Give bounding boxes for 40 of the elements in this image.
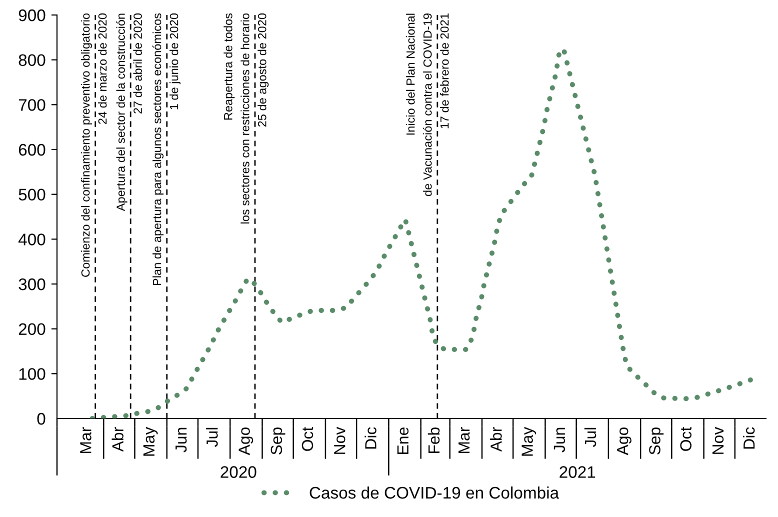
x-tick-label: Ene: [397, 428, 409, 454]
y-tick-label: 700: [18, 99, 46, 111]
ref-line-label: Comienzo del confinamiento preventivo obligatorio 24 de marzo de 2020: [81, 13, 107, 277]
x-tick-label: Mar: [458, 427, 470, 454]
x-tick-label: Feb: [428, 428, 440, 454]
y-tick-label: 600: [18, 144, 46, 156]
x-tick-label: Jun: [176, 428, 187, 452]
x2-tick-label: 2020: [220, 466, 256, 478]
x-tick-label: Ago: [617, 428, 632, 456]
legend-label: Casos de COVID-19 en Colombia: [310, 486, 560, 499]
y-tick-label: 300: [18, 278, 46, 290]
y-tick-label: 0: [37, 412, 46, 425]
x-tick-label: May: [143, 426, 158, 456]
x-tick-label: Sep: [649, 428, 664, 455]
ref-line-label: Reapertura de todos los sectores con restricciones de horario 25 de agosto de 2020: [224, 13, 269, 224]
x-tick-label: Abr: [490, 427, 502, 452]
x-tick-label: Sep: [270, 428, 286, 455]
x-tick-label: May: [522, 426, 536, 456]
x-tick-label: Oct: [680, 426, 692, 451]
x-tick-label: Jul: [584, 428, 596, 447]
x-tick-label: Jul: [206, 428, 218, 447]
x-tick-label: Abr: [112, 427, 124, 452]
x-tick-label: Oct: [302, 426, 314, 451]
ref-line-label: Plan de apertura para algunos sectores económicos 1 de junio de 2020: [152, 13, 181, 285]
y-tick-label: 100: [19, 368, 46, 380]
ref-line-label: Apertura del sector de la construcción 27 de abril de 2020: [116, 13, 142, 212]
y-tick-label: 800: [18, 54, 46, 66]
y-tick-label: 500: [18, 188, 46, 201]
y-tick-label: 400: [18, 234, 46, 246]
x-tick-label: Dic: [364, 427, 376, 449]
x-tick-label: Jun: [554, 428, 566, 452]
x-tick-label: Ago: [238, 428, 254, 456]
y-tick-label: 200: [18, 323, 46, 336]
ref-line-label: Inicio del Plan Nacional de Vacunación contra el COVID-19 17 de febrero de 2021: [406, 14, 449, 196]
x2-tick-label: 2021: [560, 466, 596, 478]
y-tick-label: 900: [18, 9, 46, 22]
x-tick-label: Nov: [334, 426, 346, 454]
x-tick-label: Nov: [712, 426, 724, 454]
x-tick-label: Mar: [80, 427, 92, 454]
x-tick-label: Dic: [743, 427, 755, 449]
